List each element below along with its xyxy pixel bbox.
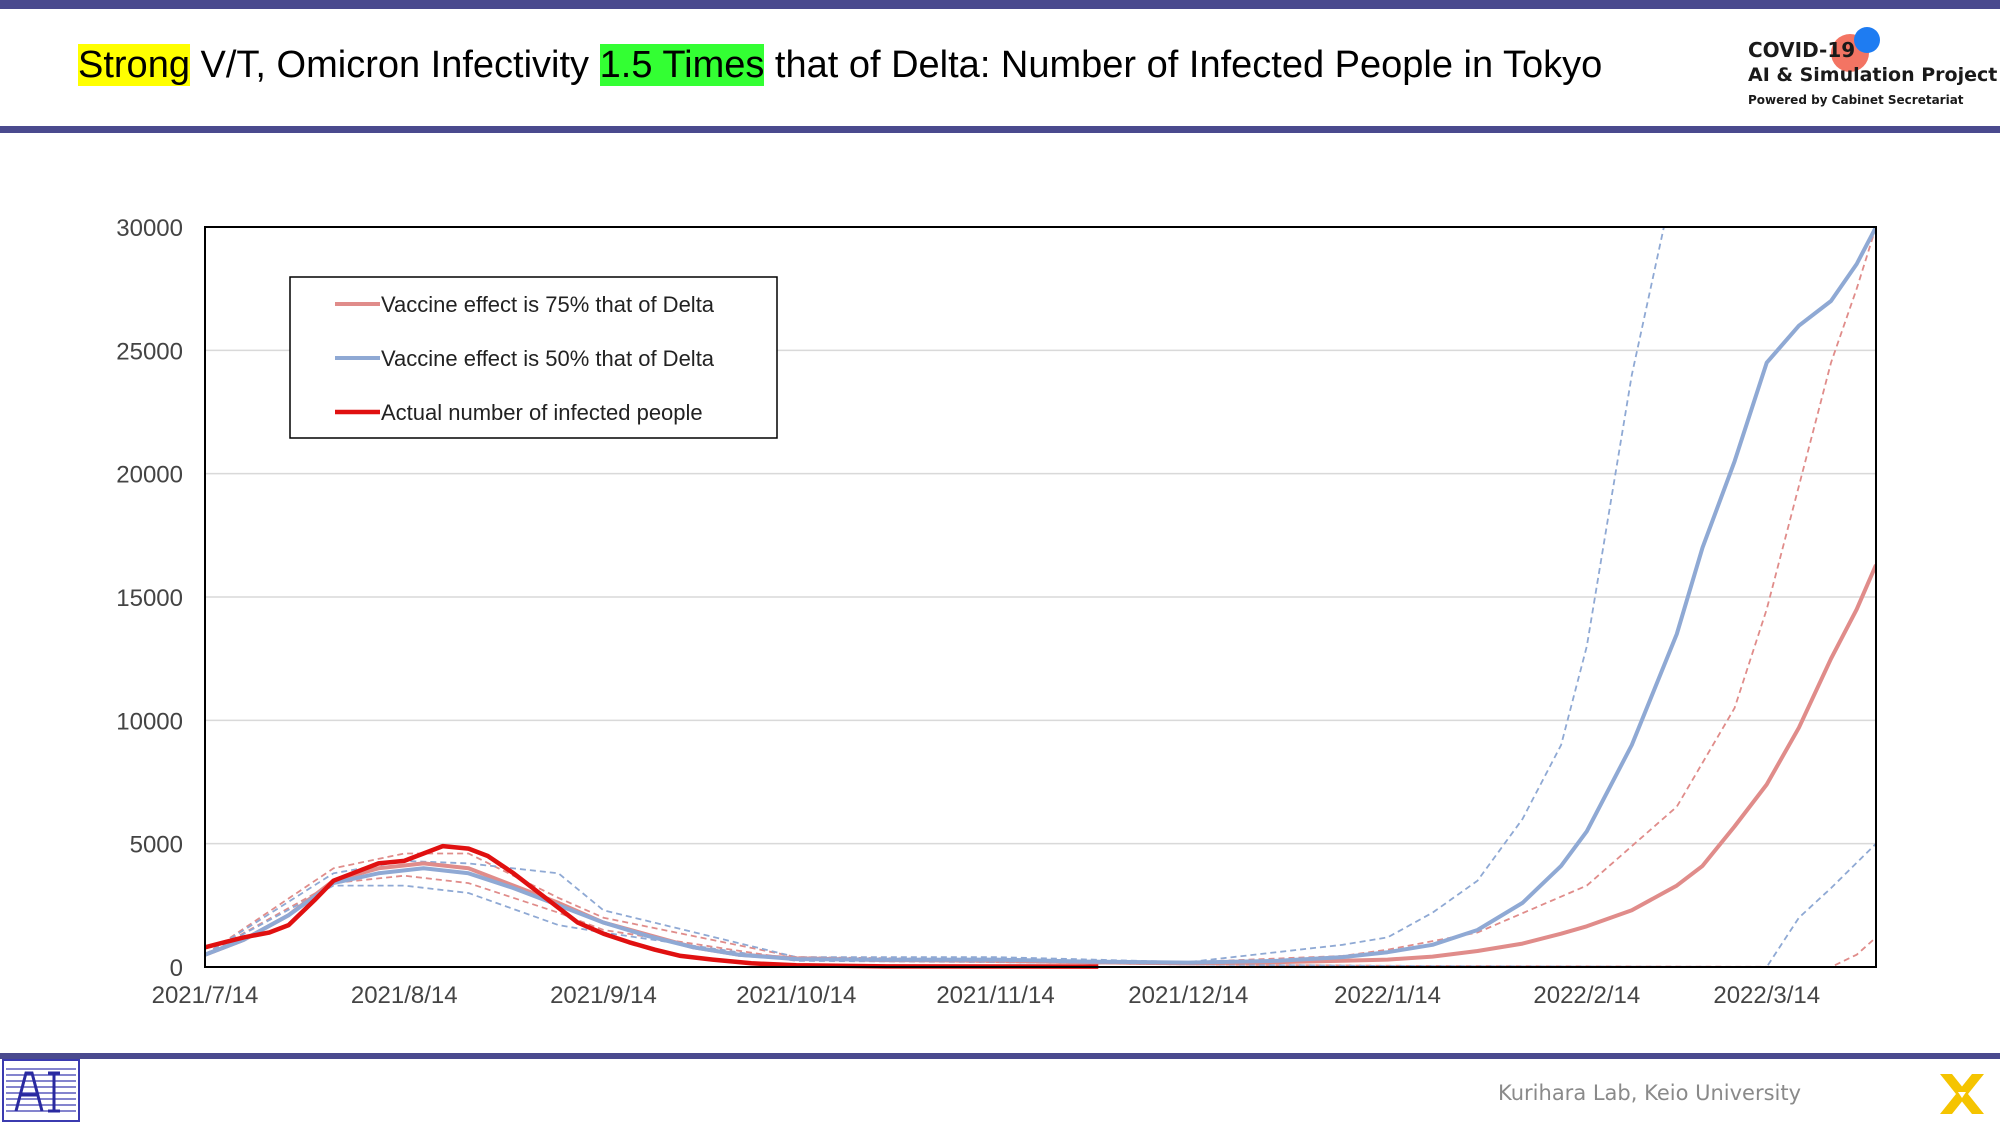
x-tick-label: 2022/3/14 [1713,982,1820,1009]
slide-title: Strong V/T, Omicron Infectivity 1.5 Time… [78,44,1602,87]
logo-blue-dot-icon [1854,27,1880,53]
title-text-a: V/T, Omicron Infectivity [189,44,600,86]
x-tick-label: 2021/10/14 [736,982,856,1009]
lab-logo-icon [2,1059,80,1122]
title-highlight-times: 1.5 Times [599,44,765,86]
y-tick-label: 30000 [116,215,183,242]
y-tick-label: 15000 [116,585,183,612]
y-tick-label: 0 [170,955,183,982]
band-line-upper [205,226,1665,964]
top-band [0,0,2000,9]
infection-chart: 0 5000 10000 15000 20000 25000 30000 2021/7/14 2… [116,215,1877,1009]
series-line-0 [205,564,1876,966]
series-line-1 [205,226,1876,965]
plot-area-frame [204,226,1877,968]
y-tick-label: 20000 [116,462,183,489]
x-tick-label: 2022/1/14 [1334,982,1441,1009]
logo-line1: COVID-19 [1748,38,1856,62]
y-tick-label: 10000 [116,708,183,735]
x-tick-label: 2021/7/14 [152,982,259,1009]
bottom-band [0,1053,2000,1059]
title-text-b: that of Delta: Number of Infected People… [764,44,1603,86]
logo-line3: Powered by Cabinet Secretariat [1748,93,1964,107]
legend-label: Vaccine effect is 75% that of Delta [381,292,715,317]
legend-label: Vaccine effect is 50% that of Delta [381,346,715,371]
band-line-upper [205,226,1876,964]
x-tick-label: 2021/12/14 [1128,982,1248,1009]
title-highlight-strong: Strong [78,44,190,86]
chart-legend: Vaccine effect is 75% that of Delta Vacci… [289,276,778,439]
x-tick-label: 2022/2/14 [1533,982,1640,1009]
y-tick-label: 5000 [130,832,183,859]
series-line-2 [205,843,1099,969]
logo-line2: AI & Simulation Project [1748,64,1998,86]
y-tick-label: 25000 [116,338,183,365]
x-tick-label: 2021/9/14 [550,982,657,1009]
title-separator [0,126,2000,133]
x-tick-label: 2021/11/14 [936,982,1054,1009]
covid-ai-project-logo: COVID-19 AI & Simulation Project Powered… [1748,27,1997,115]
band-line-lower [205,874,1876,968]
x-logo-icon [1940,1074,1984,1114]
x-tick-label: 2021/8/14 [351,982,458,1009]
footer-credit: Kurihara Lab, Keio University [1498,1081,1802,1105]
legend-label: Actual number of infected people [381,400,703,425]
